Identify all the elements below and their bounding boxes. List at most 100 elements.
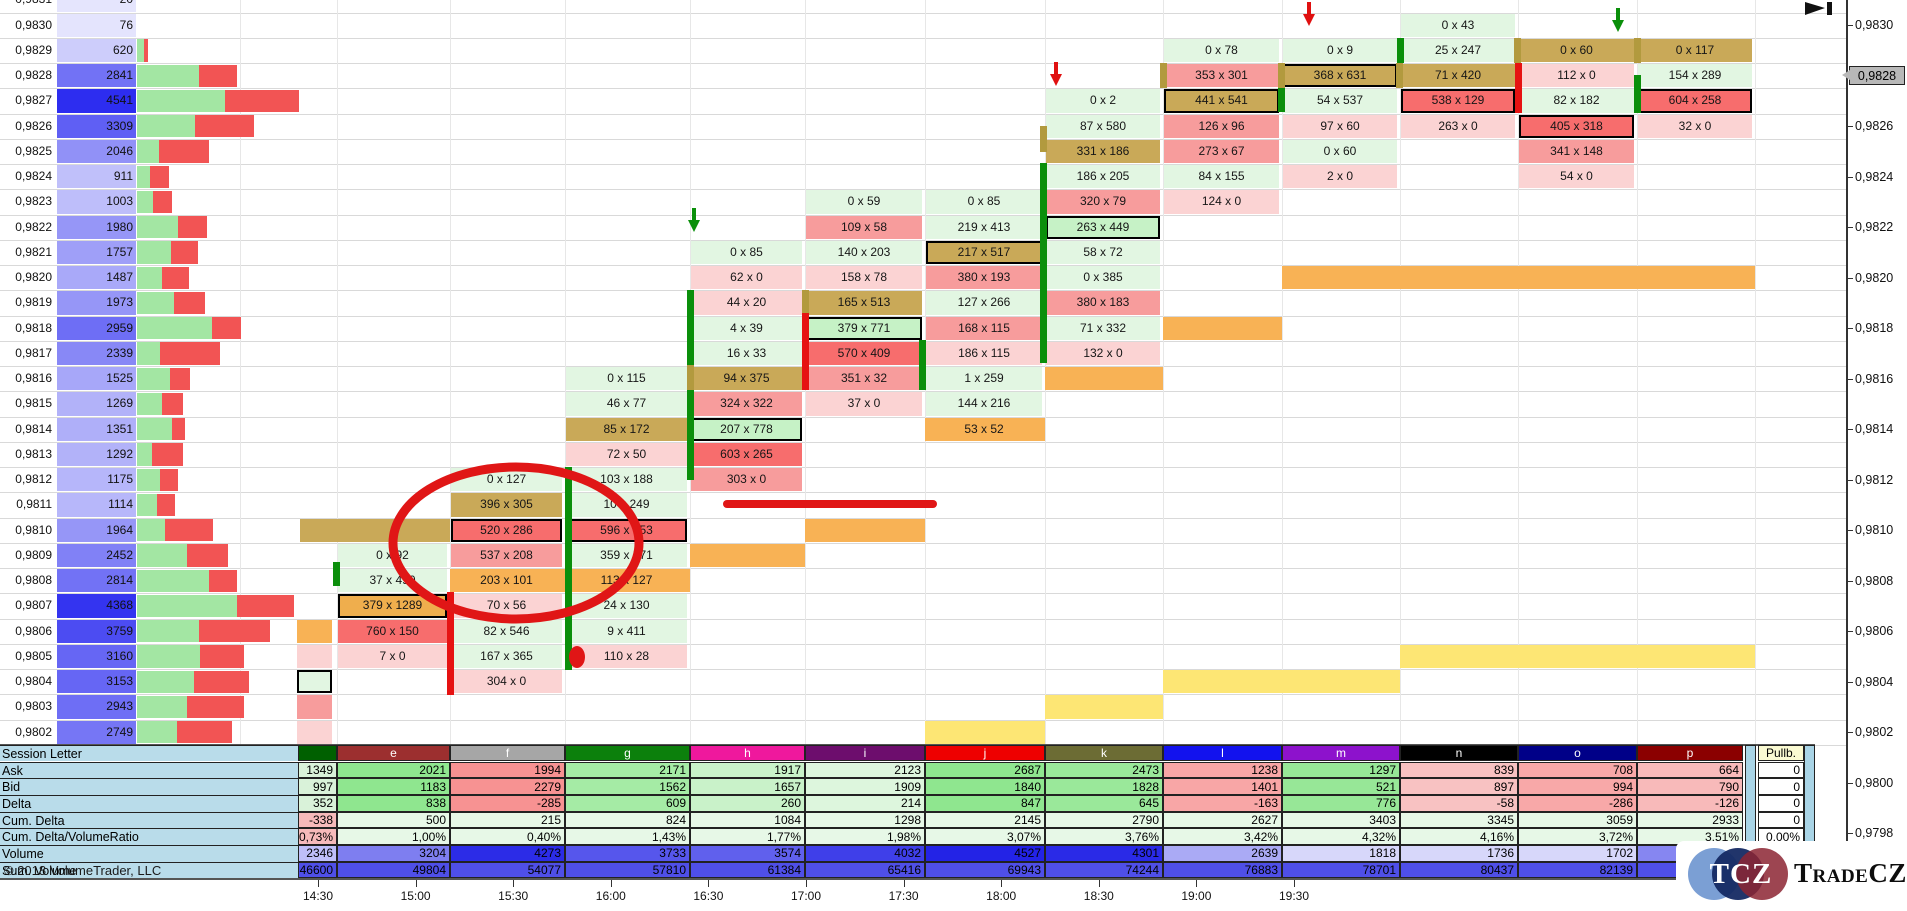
grid-row-line <box>0 441 1846 443</box>
time-label: 15:30 <box>498 889 529 904</box>
footprint-cell: 124 x 0 <box>1164 190 1279 214</box>
stats-cell-ask: 664 <box>1637 761 1743 779</box>
footprint-cell: 207 x 778 <box>691 417 802 441</box>
session-letter-header <box>298 744 337 762</box>
delta-bar-red <box>177 721 232 744</box>
delta-bar-red <box>150 165 169 188</box>
delta-bar-green <box>137 165 150 188</box>
delta-bar-red <box>152 443 183 466</box>
stats-cell-cum-delta: 3059 <box>1518 811 1637 829</box>
stats-cell-bid: 521 <box>1282 778 1400 795</box>
imbalance-bar <box>565 467 572 670</box>
footprint-cell: 109 x 58 <box>806 215 922 239</box>
time-label: 18:30 <box>1083 889 1114 904</box>
footprint-cell: 380 x 183 <box>1046 291 1160 315</box>
grid-row-line <box>0 63 1846 65</box>
footprint-cell: 82 x 546 <box>451 619 562 643</box>
stats-cell-bid: 790 <box>1637 778 1743 795</box>
stats-cell-cum-delta-volumeratio: 4,32% <box>1282 828 1400 845</box>
go-to-end-icon[interactable] <box>1805 1 1841 16</box>
zone-bar-or <box>805 518 925 542</box>
price-ladder-volume: 2841 <box>57 64 136 88</box>
grid-column-line <box>1400 0 1401 744</box>
stats-cell-cum-delta: 824 <box>565 811 690 829</box>
footprint-cell: 353 x 301 <box>1164 64 1279 88</box>
footprint-cell: 538 x 129 <box>1401 89 1515 113</box>
footprint-cell: 37 x 0 <box>806 392 922 416</box>
stats-cell-cum-delta: 2627 <box>1163 811 1282 829</box>
footprint-cell: 167 x 365 <box>451 644 562 669</box>
delta-bar-red <box>172 418 185 441</box>
stats-cell-volume: 1736 <box>1400 845 1518 862</box>
session-letter-header: h <box>690 744 805 762</box>
grid-row-line <box>0 290 1846 292</box>
delta-bar-red <box>194 670 249 693</box>
delta-bar-green <box>137 418 172 441</box>
imbalance-bar <box>1514 38 1521 63</box>
annotation-line[interactable] <box>723 500 937 508</box>
signal-arrow-red-icon <box>1054 62 1058 76</box>
imbalance-bar <box>802 313 809 390</box>
footprint-cell: 87 x 580 <box>1046 114 1160 138</box>
delta-bar-red <box>195 115 254 138</box>
annotation-ellipse[interactable] <box>388 462 644 624</box>
delta-bar-red <box>199 64 237 87</box>
price-axis-tick <box>1846 580 1853 582</box>
delta-bar-green <box>137 594 237 618</box>
price-ladder-volume: 4541 <box>57 89 136 113</box>
grid-column-line <box>1282 0 1283 744</box>
stats-row-label: Sum. Volume <box>0 861 298 879</box>
imbalance-bar <box>1515 63 1522 113</box>
delta-bar-green <box>137 115 195 138</box>
grid-row-line <box>0 618 1846 620</box>
price-ladder-volume: 1003 <box>57 190 136 214</box>
price-ladder-volume: 911 <box>57 165 136 189</box>
footprint-cell: 54 x 537 <box>1283 89 1397 113</box>
price-axis-label: 0,9810 <box>1855 523 1894 538</box>
stats-cell-volume: 3574 <box>690 845 805 862</box>
session-letter-header: g <box>565 744 690 762</box>
stats-cell-ask: 1297 <box>1282 761 1400 779</box>
time-tick <box>903 880 905 888</box>
delta-bar-green <box>137 670 194 693</box>
delta-bar-red <box>171 241 198 264</box>
stats-cell-bid: 1401 <box>1163 778 1282 795</box>
price-axis-line <box>1846 0 1848 852</box>
stats-cell-delta: 214 <box>805 794 925 812</box>
price-ladder-volume: 2943 <box>57 695 136 719</box>
price-ladder-label: 0,9823 <box>15 194 52 209</box>
footprint-cell: 219 x 413 <box>926 215 1042 239</box>
footprint-cell: 351 x 32 <box>806 367 922 391</box>
grid-row-line <box>0 416 1846 418</box>
price-ladder-label: 0,9803 <box>15 699 52 714</box>
grid-column-line <box>565 0 566 744</box>
price-ladder-volume: 20 <box>57 0 136 12</box>
price-ladder-label: 0,9815 <box>15 396 52 411</box>
time-label: 16:00 <box>595 889 626 904</box>
delta-bar-red <box>209 569 237 592</box>
zone-bar-yellow <box>925 720 1045 744</box>
stats-cell-volume: 1702 <box>1518 845 1637 862</box>
footprint-cell: 16 x 33 <box>691 341 802 366</box>
footprint-cell: 0 x 385 <box>1046 266 1160 290</box>
imbalance-bar <box>1634 38 1641 63</box>
stats-cell-sum-volume: 80437 <box>1400 861 1518 879</box>
stats-cell-volume: 3733 <box>565 845 690 862</box>
price-ladder-label: 0,9826 <box>15 118 52 133</box>
stats-cell-cum-delta-volumeratio: 4,16% <box>1400 828 1518 845</box>
stats-row-label: Volume <box>0 845 298 862</box>
stats-cell-sum-volume: 49804 <box>337 861 450 879</box>
grid-row-line <box>0 164 1846 166</box>
vendor-watermark: © 2018 VolumeTrader, LLC <box>4 863 162 878</box>
price-ladder-label: 0,9813 <box>15 446 52 461</box>
price-ladder-label: 0,9811 <box>16 497 52 512</box>
signal-arrowhead-icon <box>1303 14 1315 26</box>
signal-arrow-red-icon <box>1307 2 1311 16</box>
price-ladder-volume: 1175 <box>57 468 136 492</box>
stats-cell-ask: 1994 <box>450 761 565 779</box>
delta-bar-red <box>165 519 213 542</box>
stats-cell-bid: 897 <box>1400 778 1518 795</box>
pullback-cell: 0 <box>1758 811 1804 829</box>
stats-cell-volume: 4527 <box>925 845 1045 862</box>
